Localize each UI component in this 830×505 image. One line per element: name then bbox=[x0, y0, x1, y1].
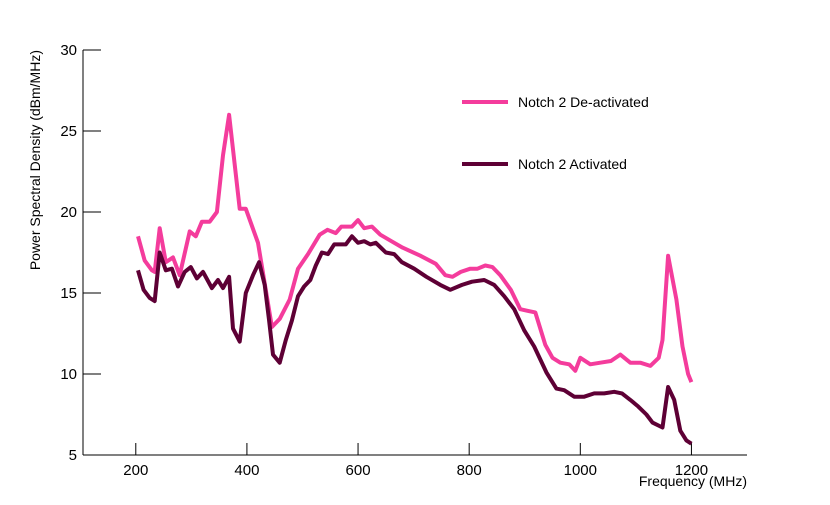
y-tick-label: 5 bbox=[69, 447, 77, 464]
x-tick-label: 1200 bbox=[675, 462, 708, 479]
series-line bbox=[136, 112, 694, 383]
series-line bbox=[136, 234, 693, 446]
legend-label: Notch 2 Activated bbox=[518, 156, 627, 172]
y-tick-label: 15 bbox=[60, 285, 77, 302]
x-tick-label: 400 bbox=[234, 462, 259, 479]
legend-label: Notch 2 De-activated bbox=[518, 94, 649, 110]
y-tick-label: 10 bbox=[60, 366, 77, 383]
y-tick-label: 20 bbox=[60, 204, 77, 221]
x-tick-label: 600 bbox=[346, 462, 371, 479]
y-tick-label: 30 bbox=[60, 42, 77, 59]
x-tick-label: 200 bbox=[123, 462, 148, 479]
x-axis-label: Frequency (MHz) bbox=[639, 473, 747, 489]
x-tick-label: 1000 bbox=[564, 462, 597, 479]
y-axis-label: Power Spectral Density (dBm/MHz) bbox=[27, 50, 43, 270]
x-tick-label: 800 bbox=[457, 462, 482, 479]
y-tick-label: 25 bbox=[60, 123, 77, 140]
